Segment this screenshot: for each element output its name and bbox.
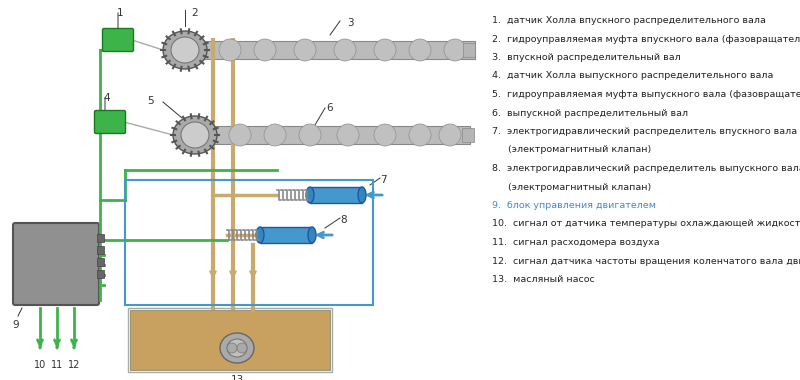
Bar	[97, 258, 104, 266]
Ellipse shape	[374, 39, 396, 61]
Ellipse shape	[264, 124, 286, 146]
Text: 12: 12	[68, 360, 80, 370]
Ellipse shape	[299, 124, 321, 146]
Text: 1: 1	[117, 8, 123, 18]
Ellipse shape	[227, 343, 237, 353]
Ellipse shape	[308, 227, 316, 243]
Text: 4: 4	[104, 93, 110, 103]
Ellipse shape	[358, 187, 366, 203]
Ellipse shape	[374, 124, 396, 146]
Bar	[310, 187, 362, 203]
Text: 7: 7	[380, 175, 386, 185]
Text: (электромагнитный клапан): (электромагнитный клапан)	[508, 182, 651, 192]
Text: 13.  масляный насос: 13. масляный насос	[492, 275, 594, 284]
Text: 9: 9	[12, 320, 18, 330]
Text: 6.  выпускной распределительный вал: 6. выпускной распределительный вал	[492, 109, 688, 117]
Text: 8: 8	[340, 215, 346, 225]
Text: 3: 3	[346, 18, 354, 28]
Bar	[463, 43, 475, 57]
Bar	[128, 308, 332, 372]
Text: 2.  гидроуправляемая муфта впускного вала (фазовращатель): 2. гидроуправляемая муфта впускного вала…	[492, 35, 800, 43]
Bar	[165, 41, 475, 59]
Text: (электромагнитный клапан): (электромагнитный клапан)	[508, 146, 651, 155]
Ellipse shape	[219, 39, 241, 61]
Text: 5.  гидроуправляемая муфта выпускного вала (фазовращатель): 5. гидроуправляемая муфта выпускного вал…	[492, 90, 800, 99]
Ellipse shape	[439, 124, 461, 146]
Bar	[130, 310, 330, 370]
Ellipse shape	[171, 37, 199, 63]
Ellipse shape	[181, 122, 209, 148]
Ellipse shape	[229, 124, 251, 146]
FancyBboxPatch shape	[94, 111, 126, 133]
Bar	[97, 270, 104, 278]
Ellipse shape	[237, 343, 247, 353]
Ellipse shape	[444, 39, 466, 61]
Ellipse shape	[254, 39, 276, 61]
Bar	[97, 234, 104, 242]
Text: 10.  сигнал от датчика температуры охлаждающей жидкости: 10. сигнал от датчика температуры охлажд…	[492, 220, 800, 228]
Ellipse shape	[256, 227, 264, 243]
Bar	[462, 128, 474, 142]
Ellipse shape	[173, 116, 217, 154]
Ellipse shape	[220, 333, 254, 363]
Ellipse shape	[306, 187, 314, 203]
Text: 6: 6	[326, 103, 334, 113]
Text: 5: 5	[146, 96, 154, 106]
FancyBboxPatch shape	[13, 223, 99, 305]
Text: 11.  сигнал расходомера воздуха: 11. сигнал расходомера воздуха	[492, 238, 660, 247]
Text: 10: 10	[34, 360, 46, 370]
Ellipse shape	[409, 124, 431, 146]
FancyBboxPatch shape	[102, 28, 134, 52]
Ellipse shape	[334, 39, 356, 61]
Text: 9.  блок управления двигателем: 9. блок управления двигателем	[492, 201, 656, 210]
Ellipse shape	[337, 124, 359, 146]
Ellipse shape	[163, 31, 207, 69]
Ellipse shape	[409, 39, 431, 61]
Bar	[97, 246, 104, 254]
Bar	[125, 180, 373, 305]
Bar	[175, 126, 470, 144]
Text: 8.  электрогидравлический распределитель выпускного вала: 8. электрогидравлический распределитель …	[492, 164, 800, 173]
Text: 2: 2	[192, 8, 198, 18]
Text: 4.  датчик Холла выпускного распределительного вала: 4. датчик Холла выпускного распределител…	[492, 71, 774, 81]
Text: 1.  датчик Холла впускного распределительного вала: 1. датчик Холла впускного распределитель…	[492, 16, 766, 25]
Ellipse shape	[294, 39, 316, 61]
Text: 7.  электрогидравлический распределитель впускного вала: 7. электрогидравлический распределитель …	[492, 127, 797, 136]
Text: 11: 11	[51, 360, 63, 370]
Ellipse shape	[227, 339, 247, 357]
Bar	[260, 227, 312, 243]
Text: 12.  сигнал датчика частоты вращения коленчатого вала двигателя: 12. сигнал датчика частоты вращения коле…	[492, 256, 800, 266]
Text: 13: 13	[230, 375, 244, 380]
Text: 3.  впускной распределительный вал: 3. впускной распределительный вал	[492, 53, 681, 62]
